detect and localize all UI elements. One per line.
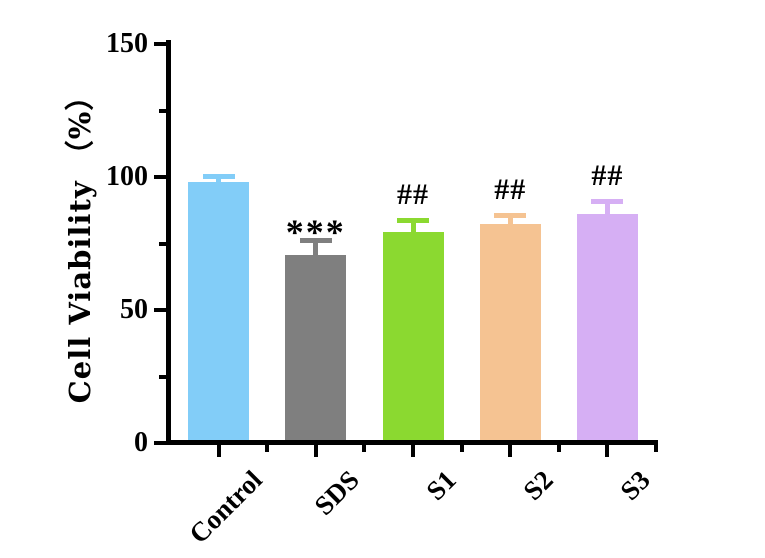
bar-sds bbox=[285, 255, 347, 440]
y-major-tick bbox=[154, 441, 166, 445]
y-major-tick bbox=[154, 42, 166, 46]
x-minor-tick bbox=[654, 445, 658, 452]
x-tick-label-s1: S1 bbox=[420, 464, 462, 506]
y-tick-label: 50 bbox=[120, 294, 148, 325]
x-tick-label-control: Control bbox=[182, 464, 268, 550]
y-tick-label: 100 bbox=[106, 161, 148, 192]
annotation-s2: ## bbox=[494, 173, 527, 207]
error-bar-cap-sds bbox=[299, 237, 332, 243]
bar-control bbox=[188, 182, 250, 440]
error-bar-stem-s2 bbox=[507, 215, 513, 226]
x-minor-tick bbox=[265, 445, 270, 452]
error-bar-cap-s3 bbox=[591, 199, 624, 205]
y-axis-title: Cell Viability （%） bbox=[63, 80, 97, 404]
error-bar-cap-s2 bbox=[494, 213, 527, 219]
y-major-tick bbox=[154, 308, 166, 312]
y-minor-tick bbox=[159, 108, 166, 113]
x-tick-label-s3: S3 bbox=[614, 464, 657, 506]
x-major-tick bbox=[605, 445, 610, 457]
x-major-tick bbox=[411, 445, 415, 457]
x-major-tick bbox=[508, 445, 513, 457]
error-bar-stem-s3 bbox=[604, 201, 610, 217]
y-tick-label: 0 bbox=[134, 427, 148, 458]
x-minor-tick bbox=[362, 445, 367, 452]
x-minor-tick bbox=[556, 445, 561, 452]
x-major-tick bbox=[313, 445, 318, 457]
x-tick-label-s2: S2 bbox=[517, 464, 559, 506]
x-axis-line bbox=[166, 440, 658, 445]
error-bar-cap-control bbox=[202, 173, 235, 179]
annotation-s3: ## bbox=[591, 159, 624, 193]
y-minor-tick bbox=[159, 374, 166, 379]
error-bar-stem-sds bbox=[313, 239, 319, 258]
x-minor-tick bbox=[459, 445, 464, 452]
error-bar-stem-s1 bbox=[410, 220, 416, 234]
bar-s3 bbox=[576, 214, 638, 440]
error-bar-cap-s1 bbox=[397, 218, 429, 224]
bar-s1 bbox=[382, 231, 444, 440]
y-major-tick bbox=[154, 175, 166, 179]
annotation-sds: *** bbox=[285, 211, 346, 252]
y-axis-line bbox=[166, 40, 171, 445]
x-major-tick bbox=[216, 445, 221, 457]
x-tick-label-sds: SDS bbox=[308, 464, 365, 521]
error-bar-stem-control bbox=[216, 175, 222, 185]
y-tick-label: 150 bbox=[106, 28, 148, 59]
annotation-s1: ## bbox=[397, 178, 429, 212]
bar-s2 bbox=[479, 223, 541, 440]
y-minor-tick bbox=[159, 241, 166, 246]
